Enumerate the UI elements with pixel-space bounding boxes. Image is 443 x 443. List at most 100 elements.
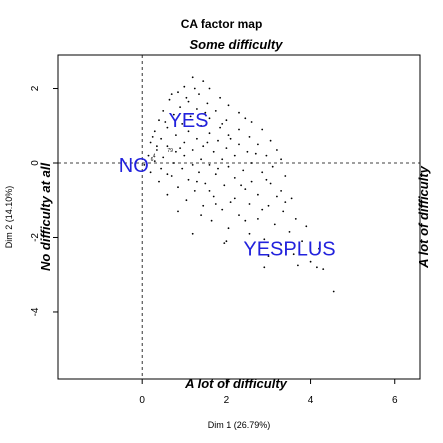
row-point [221, 123, 224, 125]
row-point [208, 190, 211, 192]
quadrant-label-top: Some difficulty [190, 37, 284, 52]
row-point [175, 134, 177, 137]
row-point [233, 154, 236, 157]
chart-title: CA factor map [181, 17, 263, 31]
row-point [200, 158, 203, 161]
row-label: 6 [151, 157, 154, 163]
row-point [225, 240, 228, 243]
row-point [206, 102, 209, 105]
row-point [267, 204, 270, 207]
row-point [156, 145, 158, 148]
row-point [246, 150, 249, 153]
row-point [297, 264, 299, 267]
row-point [181, 167, 184, 170]
row-point [284, 201, 287, 204]
row-point [196, 108, 198, 110]
row-point [170, 93, 173, 95]
column-label-yesplus: YESPLUS [243, 239, 335, 261]
row-point [153, 160, 156, 163]
row-point [206, 141, 209, 144]
row-point [244, 117, 247, 120]
row-point [265, 154, 268, 157]
row-point [282, 210, 285, 213]
y-tick-label: -4 [30, 307, 41, 316]
row-point [208, 164, 211, 166]
row-point [166, 193, 169, 196]
row-point [177, 186, 179, 189]
y-axis-label: Dim 2 (14.10%) [4, 186, 14, 249]
x-axis-label: Dim 1 (26.79%) [208, 420, 271, 430]
row-point [185, 199, 188, 202]
x-tick-label: 6 [392, 395, 398, 406]
row-point [263, 238, 266, 241]
row-point [175, 150, 177, 153]
row-point [227, 134, 230, 137]
row-point [250, 162, 253, 164]
row-point [254, 152, 257, 155]
row-point [172, 113, 175, 116]
row-point [280, 190, 282, 192]
row-point [219, 96, 222, 99]
row-point [229, 201, 232, 204]
row-point [267, 255, 270, 257]
row-point [261, 208, 264, 211]
row-point [273, 223, 276, 226]
row-point [168, 98, 171, 101]
row-point [200, 214, 203, 217]
row-point [196, 180, 198, 183]
row-point [156, 149, 158, 151]
row-point [221, 158, 224, 161]
row-point [166, 126, 169, 129]
quadrant-label-right: A lot of difficulty [416, 165, 431, 269]
row-point [158, 180, 160, 183]
row-point [271, 165, 274, 168]
quadrant-label-bottom: A lot of difficulty [184, 376, 288, 391]
row-point [177, 91, 179, 94]
row-point [238, 214, 240, 217]
row-label: 79 [167, 148, 173, 154]
row-point [316, 266, 318, 269]
row-label: 4 [153, 153, 156, 159]
x-tick-label: 4 [308, 395, 314, 406]
row-point [160, 137, 163, 140]
row-point [179, 147, 182, 150]
row-point [263, 266, 266, 269]
row-point [166, 145, 169, 148]
row-point [183, 141, 186, 144]
row-point [219, 126, 222, 129]
row-point [208, 117, 211, 120]
row-point [214, 203, 217, 205]
row-point [202, 204, 205, 207]
row-point [292, 253, 295, 256]
row-point [276, 149, 278, 151]
row-point [149, 141, 152, 144]
row-point [162, 110, 165, 112]
row-point [229, 137, 232, 140]
row-point [301, 240, 303, 243]
row-point [294, 218, 297, 220]
row-point [269, 139, 272, 142]
x-tick-label: 0 [139, 395, 145, 406]
row-point [257, 193, 259, 196]
row-point [204, 111, 207, 114]
row-point [158, 119, 160, 122]
row-point [221, 208, 224, 211]
row-point [269, 182, 272, 185]
row-point [181, 123, 184, 125]
row-point [179, 106, 182, 108]
plot-frame [57, 54, 421, 380]
y-tick-label: -2 [30, 233, 41, 242]
row-point [210, 219, 213, 222]
row-point [143, 164, 146, 166]
column-label-yes: YES [168, 110, 208, 132]
row-point [233, 177, 236, 179]
row-point [193, 190, 196, 192]
y-tick-label: 2 [30, 85, 41, 91]
row-point [217, 139, 219, 142]
row-point [248, 136, 251, 138]
row-point [238, 128, 240, 131]
row-point [187, 178, 190, 181]
row-point [193, 87, 196, 90]
column-points: YES NO YESPLUS [119, 110, 336, 261]
